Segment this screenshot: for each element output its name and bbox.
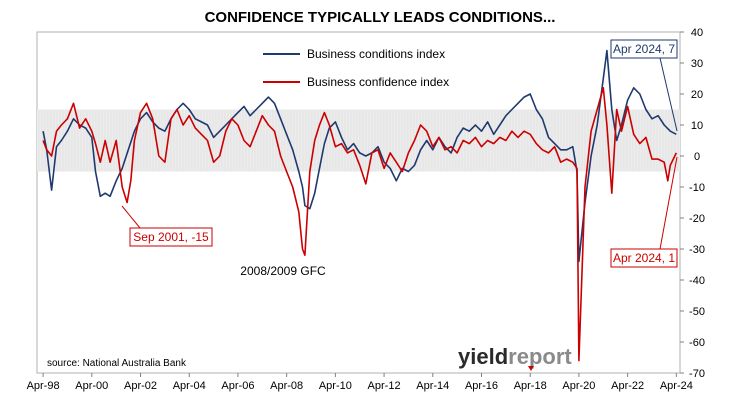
annotation-label-apr-2024-confidence: Apr 2024, 1	[613, 251, 675, 265]
y-tick-label: -10	[689, 182, 705, 194]
logo-part-yield: yield	[458, 344, 508, 369]
y-tick-label: -30	[689, 244, 705, 256]
series-line-confidence	[42, 87, 678, 362]
logo-arrow-icon	[528, 366, 534, 371]
series-lines	[42, 49, 678, 362]
legend-label-conditions: Business conditions index	[307, 47, 445, 61]
x-tick-label: Apr-14	[416, 380, 449, 392]
x-tick-label: Apr-16	[465, 380, 498, 392]
x-tick-label: Apr-20	[562, 380, 595, 392]
yieldreport-logo: yieldreport	[458, 344, 572, 371]
y-tick-label: -50	[689, 306, 705, 318]
annotation-box-apr-2024-conditions	[610, 39, 678, 59]
x-tick-label: Apr-04	[173, 380, 206, 392]
annotation-label-gfc: 2008/2009 GFC	[240, 264, 326, 278]
x-tick-label: Apr-22	[611, 380, 644, 392]
annotation-leader-apr-2024-confidence	[659, 156, 678, 250]
legend: Business conditions index Business confi…	[263, 47, 449, 89]
x-tick-label: Apr-12	[368, 380, 401, 392]
plot-area	[36, 31, 681, 374]
x-tick-label: Apr-02	[124, 380, 157, 392]
series-line-conditions	[42, 49, 677, 263]
annotation-label-sep-2001: Sep 2001, -15	[133, 230, 209, 244]
legend-label-confidence: Business confidence index	[307, 75, 449, 89]
x-tick-label: Apr-10	[319, 380, 352, 392]
y-tick-label: -60	[689, 337, 705, 349]
y-tick-label: 30	[691, 58, 703, 70]
y-tick-label: 10	[691, 120, 703, 132]
y-tick-label: -40	[689, 275, 705, 287]
annotation-leader-apr-2024-conditions	[659, 57, 678, 132]
annotation-leader-sep-2001	[121, 205, 141, 229]
svg-text:yieldreport: yieldreport	[458, 344, 572, 369]
x-axis: Apr-98 Apr-00 Apr-02 Apr-04 Apr-06 Apr-08 Apr-…	[27, 373, 693, 392]
x-tick-label: Apr-18	[514, 380, 547, 392]
x-tick-label: Apr-24	[660, 380, 693, 392]
y-axis: 40 30 20 10 0 -10 -20 -30 -40 -50 -60 -70	[680, 27, 705, 380]
annotation-box-sep-2001	[129, 227, 213, 247]
annotation-label-apr-2024-conditions: Apr 2024, 7	[613, 42, 675, 56]
annotation-apr-2024-confidence: Apr 2024, 1	[610, 156, 678, 268]
x-tick-label: Apr-98	[27, 380, 60, 392]
y-tick-label: 0	[694, 151, 700, 163]
logo-part-report: report	[508, 344, 572, 369]
chart-title: CONFIDENCE TYPICALLY LEADS CONDITIONS...	[205, 9, 556, 26]
y-tick-label: 40	[691, 27, 703, 39]
x-tick-label: Apr-06	[221, 380, 254, 392]
source-note: source: National Australia Bank	[47, 358, 187, 369]
y-tick-label: -70	[689, 368, 705, 380]
x-tick-label: Apr-00	[75, 380, 108, 392]
annotation-apr-2024-conditions: Apr 2024, 7	[610, 39, 678, 132]
annotation-sep-2001: Sep 2001, -15	[121, 205, 213, 247]
annotation-box-apr-2024-confidence	[610, 248, 678, 268]
y-tick-label: -20	[689, 213, 705, 225]
x-tick-label: Apr-08	[270, 380, 303, 392]
y-tick-label: 20	[691, 89, 703, 101]
